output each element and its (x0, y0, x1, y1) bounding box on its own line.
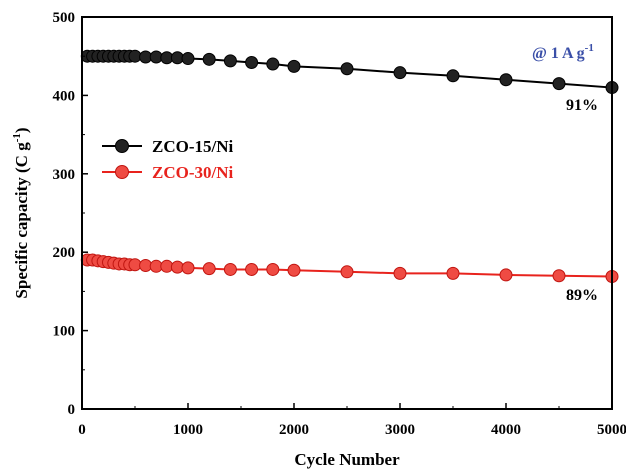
x-tick-label: 5000 (597, 422, 626, 438)
x-tick-label: 1000 (173, 422, 203, 438)
plot-frame (81, 16, 613, 410)
data-point (552, 77, 566, 91)
data-point (181, 261, 195, 275)
x-axis-title: Cycle Number (294, 450, 400, 469)
legend-label-zco30: ZCO-30/Ni (152, 163, 234, 182)
series-zco-30-ni (80, 253, 619, 284)
legend-item-zco15: ZCO-15/Ni (102, 137, 234, 156)
data-point (266, 57, 280, 71)
x-tick-label: 4000 (491, 422, 521, 438)
data-point (393, 266, 407, 280)
data-point (245, 262, 259, 276)
data-point (393, 66, 407, 80)
legend: ZCO-15/Ni ZCO-30/Ni (102, 137, 234, 182)
y-axis-title-sup: -1 (11, 133, 23, 142)
data-point (446, 266, 460, 280)
legend-item-zco30: ZCO-30/Ni (102, 163, 234, 182)
ticks-layer: 0 1000 2000 3000 4000 5000 0 100 200 300 400 500 (53, 10, 626, 438)
series-zco-15-ni (80, 49, 619, 95)
data-point (340, 62, 354, 76)
y-axis-title: Specific capacity (C g-1) (11, 127, 31, 298)
y-tick-label: 500 (53, 10, 76, 26)
y-tick-label: 0 (68, 402, 76, 418)
data-point (552, 269, 566, 283)
data-point (287, 263, 301, 277)
condition-label-main: @ 1 A g (532, 45, 585, 62)
data-point (202, 52, 216, 66)
x-tick-label: 0 (78, 422, 86, 438)
y-axis-title-close: ) (12, 127, 31, 133)
data-point (499, 268, 513, 282)
y-tick-label: 100 (53, 324, 76, 340)
condition-label-sup: -1 (585, 42, 594, 54)
data-point (245, 55, 259, 69)
retention-label-zco30: 89% (566, 287, 598, 304)
retention-label-zco15: 91% (566, 97, 598, 114)
data-point (202, 262, 216, 276)
data-point (223, 262, 237, 276)
data-point (266, 262, 280, 276)
legend-marker-zco15 (115, 139, 129, 153)
data-point (340, 265, 354, 279)
series-layer (80, 49, 619, 284)
x-tick-label: 3000 (385, 422, 415, 438)
data-point (223, 54, 237, 68)
data-point (499, 73, 513, 87)
y-tick-label: 200 (53, 245, 76, 261)
data-point (181, 52, 195, 66)
legend-marker-zco30 (115, 165, 129, 179)
legend-label-zco15: ZCO-15/Ni (152, 137, 234, 156)
y-tick-label: 300 (53, 167, 76, 183)
data-point (446, 69, 460, 83)
y-axis-title-main: Specific capacity (C g (12, 142, 31, 299)
x-tick-label: 2000 (279, 422, 309, 438)
y-tick-label: 400 (53, 88, 76, 104)
condition-label: @ 1 A g-1 (532, 42, 594, 62)
data-point (287, 59, 301, 73)
